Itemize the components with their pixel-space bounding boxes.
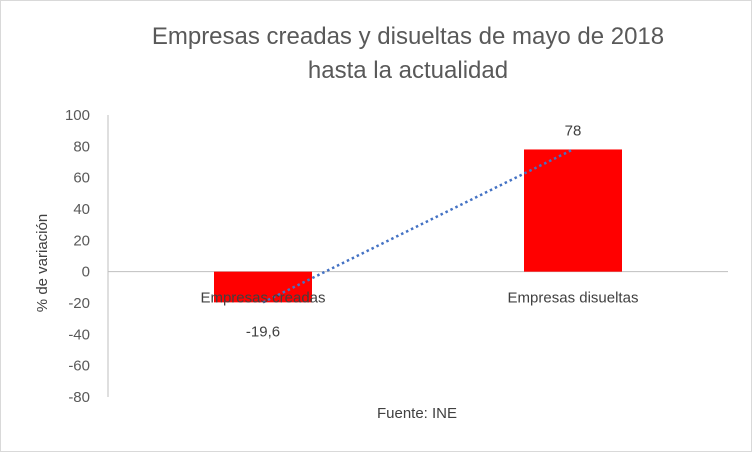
y-tick-label: -80 [68,389,90,406]
y-tick-label: 60 [73,170,90,187]
y-tick-label: -40 [68,326,90,343]
data-labels: -19,6 78 [246,122,581,340]
y-tick-label: 20 [73,232,90,249]
y-tick-label: -60 [68,358,90,375]
bar [524,149,622,272]
bar [214,271,312,303]
category-labels: Empresas creadas Empresas disueltas [200,290,638,307]
y-axis-title: % de variación [34,214,51,312]
y-tick-label: 80 [73,138,90,155]
chart-title-line-1: Empresas creadas y disueltas de mayo de … [152,23,664,50]
y-tick-label: 100 [65,107,90,124]
x-axis-title: Fuente: INE [377,405,457,422]
data-label: 78 [565,122,582,139]
data-label: -19,6 [246,323,280,340]
y-tick-label: 40 [73,201,90,218]
y-tick-label: -20 [68,295,90,312]
y-axis-ticks: 100 80 60 40 20 0 -20 -40 -60 -80 [65,107,90,406]
chart-title-line-2: hasta la actualidad [308,57,508,84]
trendline [262,148,574,304]
category-label: Empresas creadas [200,290,325,307]
category-label: Empresas disueltas [508,290,639,307]
y-tick-label: 0 [82,264,90,281]
bars [214,149,622,303]
